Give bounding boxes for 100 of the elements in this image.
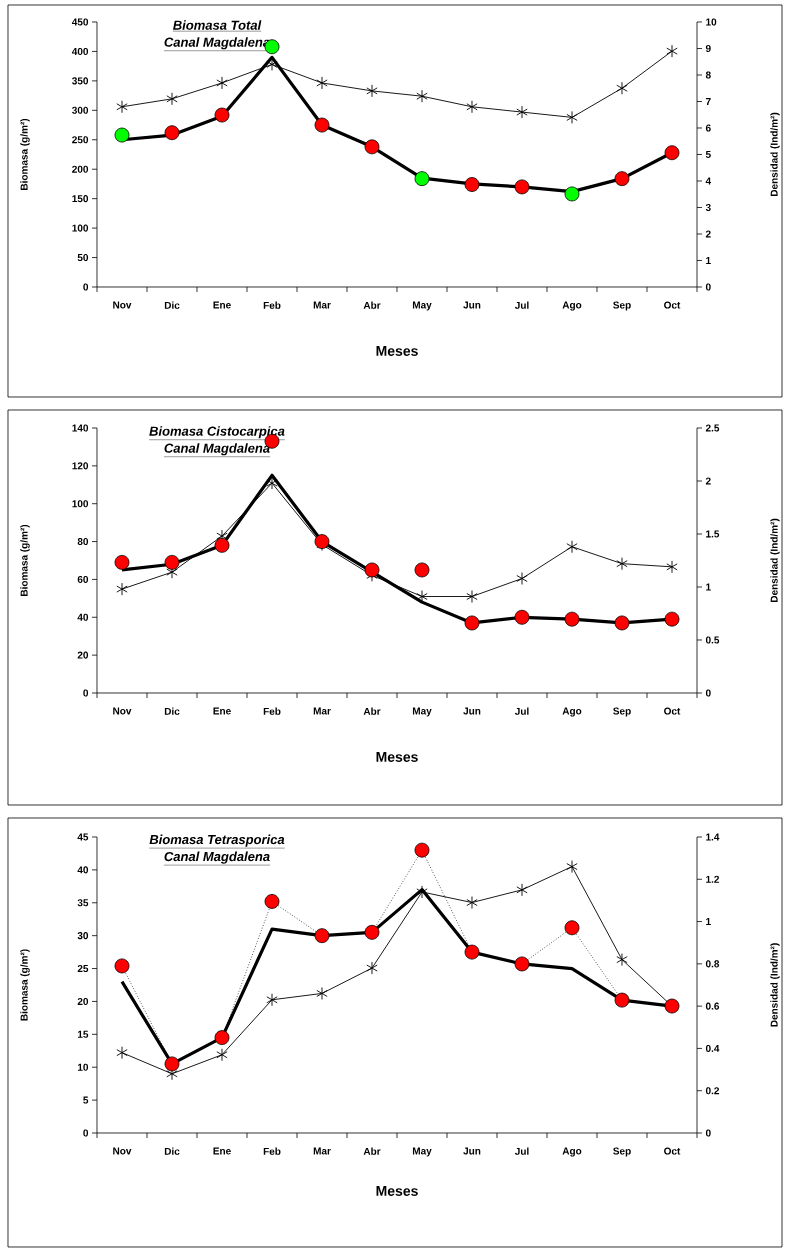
y-tick-label: 80 (77, 538, 89, 546)
y2-tick-label: 0 (705, 1129, 711, 1137)
y-tick-label: 40 (77, 613, 89, 621)
y2-tick-label: 0 (705, 283, 711, 291)
x-tick-label: Ene (213, 301, 231, 309)
text: Canal Magdalena (164, 851, 270, 864)
y-tick-label: 50 (77, 254, 89, 262)
text: Canal Magdalena (164, 443, 270, 456)
chart-title: Biomasa Total (173, 20, 262, 30)
y2-tick-label: 0.2 (705, 1087, 720, 1095)
x-tick-label: Oct (664, 707, 681, 715)
x-tick-label: Dic (164, 1147, 180, 1155)
y2-tick-label: 3 (705, 203, 711, 212)
x-tick-label: Nov (113, 1147, 132, 1155)
x-tick-label: Nov (113, 707, 132, 715)
x-tick-label: Ene (213, 1147, 231, 1155)
y2-axis-title: Densidad (Ind/m²) (770, 112, 780, 197)
y2-tick-label: 6 (705, 124, 711, 132)
y-tick-label: 5 (83, 1096, 89, 1104)
y-axis-title: Biomasa (g/m²) (20, 949, 30, 1021)
y-tick-label: 100 (72, 500, 89, 508)
y-tick-label: 450 (71, 18, 89, 26)
chart-title: Biomasa Tetrasporica (149, 834, 285, 847)
y2-tick-label: 0.4 (705, 1044, 720, 1052)
y-tick-label: 15 (77, 1030, 89, 1038)
x-tick-label: Jul (514, 301, 529, 309)
y-tick-label: 120 (72, 462, 89, 470)
x-tick-label: Mar (313, 301, 331, 309)
y2-tick-label: 4 (705, 177, 712, 185)
x-tick-label: Oct (664, 301, 681, 309)
x-axis-title: Meses (376, 346, 418, 356)
y2-tick-label: 10 (706, 18, 717, 26)
x-tick-label: May (412, 301, 432, 311)
y2-axis-title: Densidad (Ind/m²) (770, 943, 780, 1027)
y-tick-label: 60 (77, 575, 89, 583)
y2-tick-label: 1.5 (706, 530, 720, 538)
x-tick-label: Feb (263, 301, 281, 309)
y2-tick-label: 1 (706, 257, 711, 264)
x-tick-label: May (412, 1147, 432, 1157)
x-axis-title: Meses (376, 752, 418, 762)
y-tick-label: 20 (77, 651, 89, 659)
x-tick-label: Feb (263, 707, 281, 715)
x-tick-label: Sep (613, 707, 631, 717)
x-tick-label: Abr (363, 707, 381, 715)
x-tick-label: Ago (562, 707, 582, 717)
x-tick-label: Jul (514, 707, 529, 715)
y-tick-label: 45 (77, 833, 89, 841)
y-tick-label: 0 (83, 1129, 89, 1137)
x-tick-label: Jun (463, 707, 481, 715)
x-tick-label: Ago (562, 1147, 582, 1157)
x-tick-label: Sep (613, 1147, 631, 1157)
y2-tick-label: 1 (706, 583, 711, 591)
y-tick-label: 0 (83, 689, 89, 697)
y2-tick-label: 2 (705, 477, 711, 485)
x-tick-label: Ene (213, 707, 231, 715)
x-tick-label: Dic (164, 301, 180, 309)
y2-tick-label: 1.4 (706, 833, 720, 841)
x-axis-title: Meses (376, 1186, 418, 1196)
y2-tick-label: 0.5 (705, 636, 720, 644)
x-tick-label: Jul (514, 1147, 529, 1155)
y-tick-label: 35 (77, 899, 89, 907)
y2-tick-label: 2.5 (705, 424, 720, 432)
y-tick-label: 0 (83, 283, 89, 291)
x-tick-label: Feb (263, 1147, 281, 1155)
y-tick-label: 300 (72, 106, 89, 114)
x-tick-label: Sep (613, 301, 631, 311)
y-tick-label: 350 (72, 77, 89, 85)
y-tick-label: 40 (77, 866, 89, 874)
y2-tick-label: 9 (705, 44, 711, 53)
y-tick-label: 140 (72, 424, 89, 432)
y-tick-label: 250 (72, 136, 89, 144)
y-axis-title: Biomasa (g/m²) (20, 118, 30, 190)
y-tick-label: 25 (77, 965, 89, 973)
y-tick-label: 20 (77, 997, 89, 1005)
x-tick-label: Abr (363, 301, 381, 309)
y2-tick-label: 1.2 (706, 875, 720, 883)
x-tick-label: Jun (463, 301, 481, 309)
x-tick-label: Oct (664, 1147, 681, 1155)
y2-tick-label: 1 (706, 918, 711, 925)
x-tick-label: Nov (113, 301, 132, 309)
x-tick-label: Abr (363, 1147, 381, 1155)
y2-tick-label: 2 (705, 230, 711, 238)
x-tick-label: Jun (463, 1147, 481, 1155)
y2-axis-title: Densidad (Ind/m²) (770, 518, 780, 603)
x-tick-label: May (412, 707, 432, 717)
y-axis-title: Biomasa (g/m²) (20, 524, 30, 596)
y-tick-label: 10 (77, 1063, 89, 1071)
x-tick-label: Mar (313, 1147, 331, 1155)
y-tick-label: 400 (71, 47, 89, 55)
y2-tick-label: 0.6 (705, 1002, 720, 1010)
y2-tick-label: 8 (705, 71, 711, 79)
y-tick-label: 100 (72, 224, 89, 232)
chart-title: Biomasa Cistocarpica (149, 426, 285, 439)
x-tick-label: Ago (562, 301, 582, 311)
y-tick-label: 30 (77, 932, 89, 940)
y2-tick-label: 0 (705, 689, 711, 697)
y2-tick-label: 7 (705, 98, 711, 105)
y2-tick-label: 0.8 (705, 960, 720, 968)
y-tick-label: 200 (72, 165, 89, 173)
x-tick-label: Mar (313, 707, 331, 715)
